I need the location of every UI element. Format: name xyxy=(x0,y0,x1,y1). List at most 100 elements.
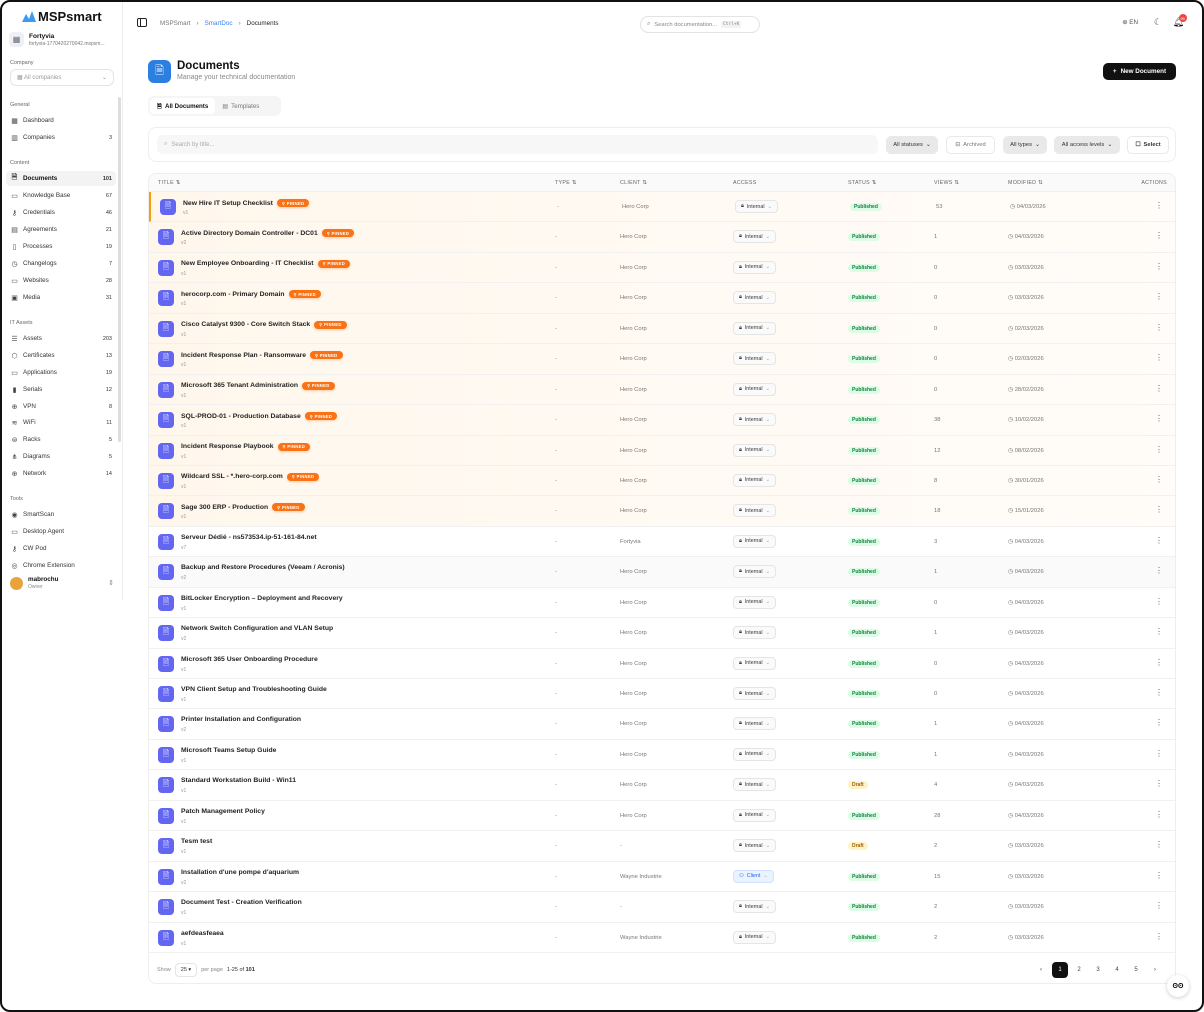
document-title[interactable]: Sage 300 ERP - Production xyxy=(181,503,269,511)
sidebar-item-wifi[interactable]: ≋ WiFi 11 xyxy=(11,419,112,427)
access-select[interactable]: 🔒︎ Internal ⌄ xyxy=(733,656,776,670)
status-filter[interactable]: All statuses ⌄ xyxy=(886,136,938,154)
more-actions-icon[interactable]: ⋮ xyxy=(1155,931,1163,941)
more-actions-icon[interactable]: ⋮ xyxy=(1155,535,1163,545)
table-row[interactable]: 🗎 Backup and Restore Procedures (Veeam /… xyxy=(149,557,1175,588)
more-actions-icon[interactable]: ⋮ xyxy=(1155,901,1163,911)
document-title[interactable]: Serveur Dédié - ns573534.ip-51-161-84.ne… xyxy=(181,533,317,541)
sidebar-item-diagrams[interactable]: ⋔ Diagrams 5 xyxy=(11,453,112,461)
document-title[interactable]: Printer Installation and Configuration xyxy=(181,716,302,724)
access-select[interactable]: 🔒︎ Internal ⌄ xyxy=(733,534,776,548)
sidebar-item-network[interactable]: ⊕ Network 14 xyxy=(11,470,112,478)
document-title[interactable]: New Employee Onboarding - IT Checklist xyxy=(181,260,314,268)
page-button[interactable]: 2 xyxy=(1077,967,1081,973)
access-select[interactable]: 🔒︎ Internal ⌄ xyxy=(733,808,776,822)
access-select[interactable]: 🔒︎ Internal ⌄ xyxy=(733,778,776,792)
access-select[interactable]: 🔒︎ Internal ⌄ xyxy=(733,352,776,366)
page-button[interactable]: 4 xyxy=(1115,967,1119,973)
table-row[interactable]: 🗎 New Hire IT Setup Checklist ⚲ PINNED v1… xyxy=(149,192,1175,223)
document-title[interactable]: Microsoft Teams Setup Guide xyxy=(181,746,277,754)
table-row[interactable]: 🗎 Network Switch Configuration and VLAN … xyxy=(149,618,1175,649)
sidebar-item-assets[interactable]: ☰ Assets 203 xyxy=(11,335,112,343)
more-actions-icon[interactable]: ⋮ xyxy=(1155,566,1163,576)
access-select[interactable]: 🔒︎ Internal ⌄ xyxy=(733,382,776,396)
company-select[interactable]: ▦ All companies ⌄ xyxy=(10,69,114,86)
table-row[interactable]: 🗎 VPN Client Setup and Troubleshooting G… xyxy=(149,679,1175,710)
document-title[interactable]: New Hire IT Setup Checklist xyxy=(183,199,273,207)
table-row[interactable]: 🗎 herocorp.com - Primary Domain ⚲ PINNED … xyxy=(149,283,1175,314)
sidebar-item-serials[interactable]: ▮ Serials 12 xyxy=(6,382,116,397)
document-title[interactable]: Document Test - Creation Verification xyxy=(181,899,302,907)
sidebar-item-chrome-extension[interactable]: ◎ Chrome Extension xyxy=(11,562,75,570)
more-actions-icon[interactable]: ⋮ xyxy=(1155,688,1163,697)
access-select[interactable]: 🔒︎ Internal ⌄ xyxy=(733,413,776,427)
access-select[interactable]: 🔒︎ Internal ⌄ xyxy=(733,747,776,761)
sidebar-item-certificates[interactable]: ⬡ Certificates 13 xyxy=(11,352,112,360)
access-select[interactable]: ⚇ Client ⌄ xyxy=(733,869,774,883)
document-title[interactable]: SQL-PROD-01 - Production Database xyxy=(181,412,301,420)
access-select[interactable]: 🔒︎ Internal ⌄ xyxy=(735,200,778,213)
col-modified[interactable]: MODIFIED ⇅ xyxy=(1008,180,1043,186)
table-row[interactable]: 🗎 Wildcard SSL - *.hero-corp.com ⚲ PINNED… xyxy=(149,465,1175,497)
sidebar-item-documents[interactable]: 🗎 Documents 101 xyxy=(6,171,116,186)
moon-icon[interactable]: ☾ xyxy=(1153,17,1162,27)
more-actions-icon[interactable]: ⋮ xyxy=(1155,261,1163,271)
user-menu[interactable]: mabrochu Owner ⇕ xyxy=(10,576,114,590)
col-views[interactable]: VIEWS ⇅ xyxy=(934,180,960,186)
more-actions-icon[interactable]: ⋮ xyxy=(1155,505,1163,515)
document-title[interactable]: Network Switch Configuration and VLAN Se… xyxy=(181,625,334,633)
table-row[interactable]: 🗎 Sage 300 ERP - Production ⚲ PINNED v1 -… xyxy=(149,496,1175,527)
access-select[interactable]: 🔒︎ Internal ⌄ xyxy=(733,839,776,853)
access-select[interactable]: 🔒︎ Internal ⌄ xyxy=(733,504,776,518)
more-actions-icon[interactable]: ⋮ xyxy=(1155,657,1163,667)
access-select[interactable]: 🔒︎ Internal ⌄ xyxy=(733,687,776,700)
document-title[interactable]: herocorp.com - Primary Domain xyxy=(181,290,285,298)
more-actions-icon[interactable]: ⋮ xyxy=(1155,870,1163,880)
document-title[interactable]: Active Directory Domain Controller - DC0… xyxy=(181,229,318,237)
sidebar-item-websites[interactable]: ▭ Websites 28 xyxy=(11,277,112,285)
access-select[interactable]: 🔒︎ Internal ⌄ xyxy=(733,930,776,944)
archived-toggle[interactable]: ⊟ Archived xyxy=(946,136,995,154)
more-actions-icon[interactable]: ⋮ xyxy=(1155,718,1163,728)
sidebar-item-dashboard[interactable]: ▦ Dashboard xyxy=(11,117,54,125)
sidebar-item-cw-pod[interactable]: ⚷ CW Pod xyxy=(11,545,47,553)
tab-all-documents[interactable]: 🗎 All Documents xyxy=(150,98,216,114)
access-select[interactable]: 🔒︎ Internal ⌄ xyxy=(733,565,776,579)
table-row[interactable]: 🗎 SQL-PROD-01 - Production Database ⚲ PIN… xyxy=(149,405,1175,436)
select-button[interactable]: ☐ Select xyxy=(1127,136,1169,154)
sidebar-item-changelogs[interactable]: ◷ Changelogs 7 xyxy=(11,260,112,268)
sidebar-item-processes[interactable]: ▯ Processes 19 xyxy=(6,239,116,254)
access-select[interactable]: 🔒︎ Internal ⌄ xyxy=(733,717,776,731)
table-row[interactable]: 🗎 Incident Response Playbook ⚲ PINNED v1 … xyxy=(149,435,1175,466)
document-title[interactable]: Incident Response Playbook xyxy=(181,443,274,450)
page-button[interactable]: 5 xyxy=(1134,967,1138,973)
document-title[interactable]: Wildcard SSL - *.hero-corp.com xyxy=(181,473,283,481)
document-title[interactable]: Tesm test xyxy=(181,838,213,846)
sidebar-toggle-icon[interactable] xyxy=(137,18,147,27)
table-row[interactable]: 🗎 Standard Workstation Build - Win11 v1 … xyxy=(149,770,1175,801)
document-title[interactable]: VPN Client Setup and Troubleshooting Gui… xyxy=(181,686,327,693)
document-title[interactable]: Installation d'une pompe d'aquarium xyxy=(181,868,300,876)
access-select[interactable]: 🔒︎ Internal ⌄ xyxy=(733,321,776,335)
more-actions-icon[interactable]: ⋮ xyxy=(1155,809,1163,819)
document-title[interactable]: BitLocker Encryption – Deployment and Re… xyxy=(181,594,343,602)
col-title[interactable]: TITLE ⇅ xyxy=(158,180,181,186)
document-title[interactable]: Incident Response Plan - Ransomware xyxy=(181,351,307,359)
table-row[interactable]: 🗎 New Employee Onboarding - IT Checklist… xyxy=(149,252,1175,284)
col-client[interactable]: CLIENT ⇅ xyxy=(620,180,648,186)
col-status[interactable]: STATUS ⇅ xyxy=(848,180,877,186)
search-input[interactable]: ⌕ Search by title... xyxy=(157,135,878,154)
more-actions-icon[interactable]: ⋮ xyxy=(1155,444,1163,454)
document-title[interactable]: aefdeasfeaea xyxy=(181,929,224,937)
more-actions-icon[interactable]: ⋮ xyxy=(1155,627,1163,637)
per-page-select[interactable]: 25 ▾ xyxy=(174,962,198,977)
sidebar-scrollbar[interactable] xyxy=(118,97,121,442)
more-actions-icon[interactable]: ⋮ xyxy=(1155,596,1163,606)
prev-page-button[interactable]: ‹ xyxy=(1040,967,1042,973)
global-search[interactable]: ⌕ Search documentation... Ctrl+K xyxy=(640,16,760,33)
table-row[interactable]: 🗎 Patch Management Policy v1 - Hero Corp… xyxy=(149,801,1175,832)
table-row[interactable]: 🗎 Active Directory Domain Controller - D… xyxy=(149,222,1175,253)
table-row[interactable]: 🗎 Installation d'une pompe d'aquarium v2… xyxy=(149,862,1175,893)
table-row[interactable]: 🗎 Tesm test v1 - - 🔒︎ Internal ⌄ Draft 2 ◷… xyxy=(149,831,1175,862)
sidebar-item-desktop-agent[interactable]: ▭ Desktop Agent xyxy=(11,528,64,536)
